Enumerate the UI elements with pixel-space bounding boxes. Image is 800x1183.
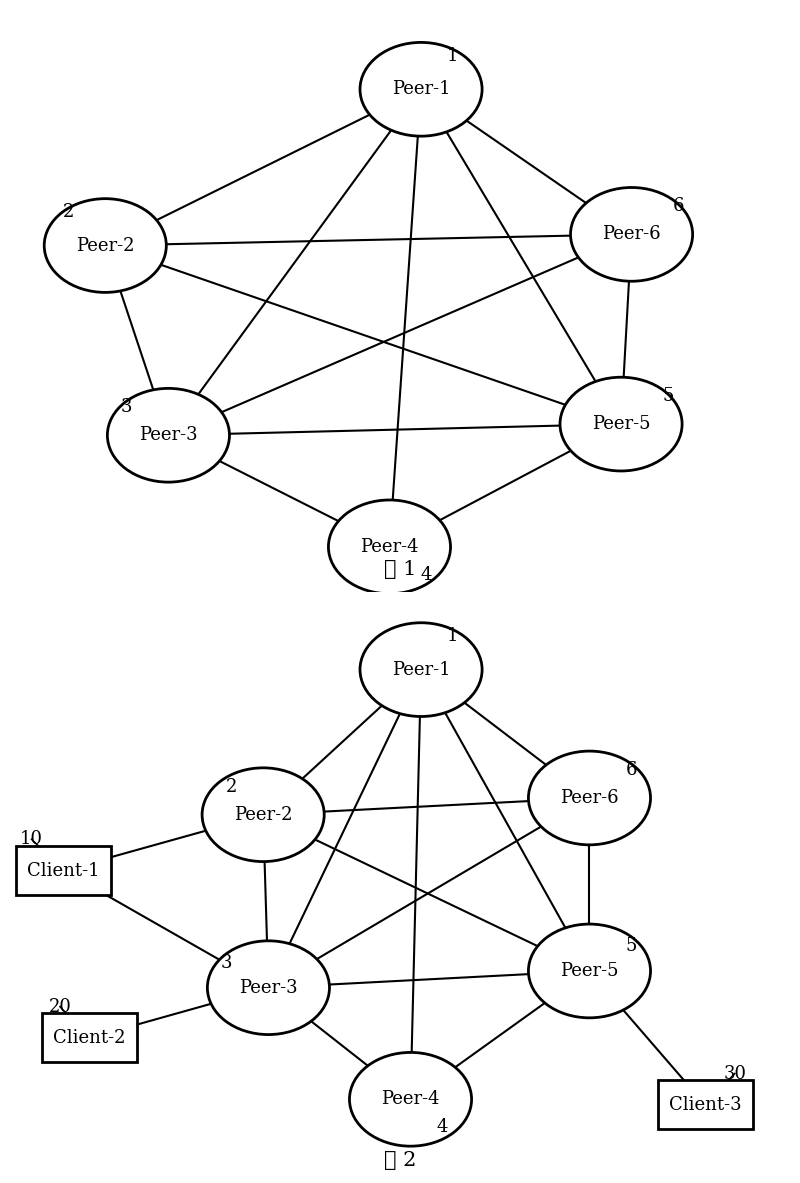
Text: 2: 2: [62, 203, 74, 221]
Text: Peer-3: Peer-3: [139, 426, 198, 445]
Text: Client-3: Client-3: [669, 1095, 742, 1114]
Ellipse shape: [107, 388, 230, 483]
Text: 5: 5: [626, 937, 638, 956]
Text: 4: 4: [437, 1118, 448, 1136]
Text: Client-2: Client-2: [54, 1029, 126, 1047]
Text: 30: 30: [723, 1065, 746, 1082]
Text: 2: 2: [226, 777, 238, 796]
Text: 6: 6: [626, 761, 638, 780]
Text: 1: 1: [447, 627, 458, 645]
Text: Peer-1: Peer-1: [392, 660, 450, 679]
Text: Peer-4: Peer-4: [382, 1091, 440, 1108]
Text: 6: 6: [673, 198, 685, 215]
Text: Peer-1: Peer-1: [392, 80, 450, 98]
Ellipse shape: [529, 924, 650, 1017]
Text: 20: 20: [49, 997, 71, 1016]
Ellipse shape: [202, 768, 324, 861]
Text: Peer-2: Peer-2: [76, 237, 134, 254]
Text: 10: 10: [20, 830, 43, 848]
FancyBboxPatch shape: [42, 1014, 137, 1062]
FancyBboxPatch shape: [16, 846, 110, 896]
FancyBboxPatch shape: [658, 1080, 753, 1130]
Text: 3: 3: [221, 955, 232, 972]
Text: 4: 4: [421, 565, 432, 583]
Text: Peer-5: Peer-5: [560, 962, 618, 980]
Text: 图 1: 图 1: [384, 560, 416, 578]
Ellipse shape: [350, 1053, 471, 1146]
Ellipse shape: [570, 187, 693, 282]
Text: Peer-2: Peer-2: [234, 806, 293, 823]
Text: Peer-6: Peer-6: [602, 226, 661, 244]
Text: Peer-6: Peer-6: [560, 789, 618, 807]
Ellipse shape: [44, 199, 166, 292]
Text: Peer-5: Peer-5: [592, 415, 650, 433]
Ellipse shape: [360, 622, 482, 717]
Text: Peer-4: Peer-4: [360, 538, 418, 556]
Ellipse shape: [560, 377, 682, 471]
Ellipse shape: [329, 500, 450, 594]
Text: Peer-3: Peer-3: [239, 978, 298, 997]
Text: 3: 3: [121, 399, 132, 416]
Ellipse shape: [529, 751, 650, 845]
Text: 5: 5: [662, 387, 674, 406]
Text: 图 2: 图 2: [384, 1151, 416, 1170]
Text: Client-1: Client-1: [27, 861, 99, 879]
Ellipse shape: [360, 43, 482, 136]
Text: 1: 1: [447, 47, 458, 65]
Ellipse shape: [207, 940, 330, 1035]
